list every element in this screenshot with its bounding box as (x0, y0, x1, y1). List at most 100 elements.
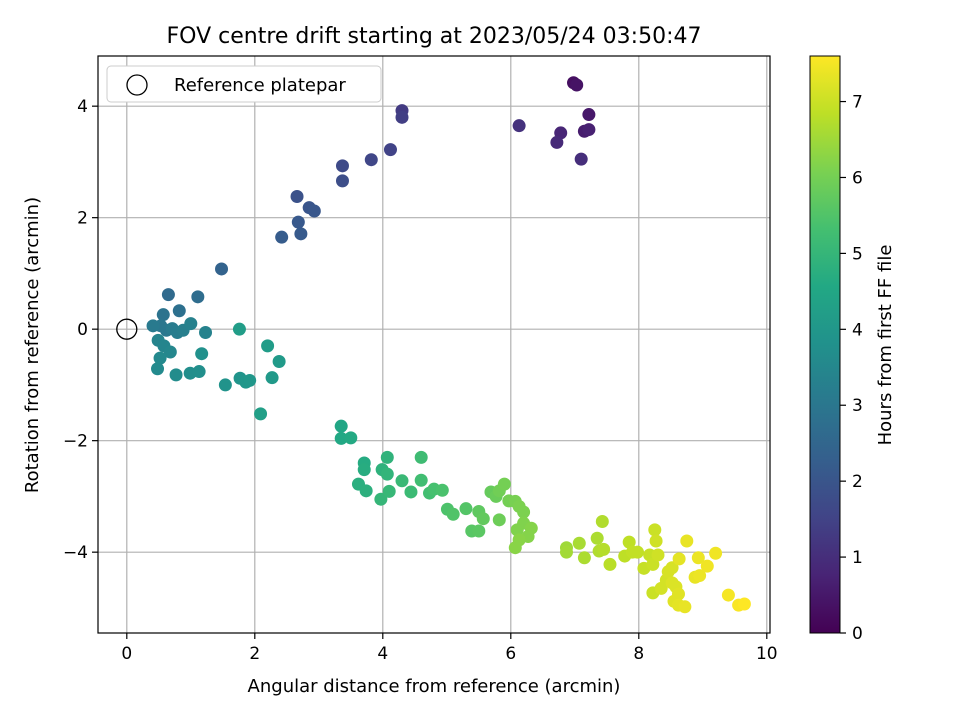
data-point (700, 559, 714, 573)
data-point (156, 308, 170, 322)
data-point (559, 545, 573, 559)
data-point (672, 552, 686, 566)
data-point (570, 78, 584, 92)
data-point (344, 431, 358, 445)
data-point (161, 288, 175, 302)
y-tick-label: 0 (77, 320, 88, 340)
data-point (582, 123, 596, 137)
data-point (446, 507, 460, 521)
colorbar-tick-label: 2 (852, 472, 863, 492)
data-point (383, 143, 397, 157)
grid-lines (98, 56, 770, 633)
plot-frame (97, 55, 771, 634)
data-point (265, 371, 279, 385)
data-point (290, 189, 304, 203)
data-point (574, 152, 588, 166)
legend-reference-marker (126, 74, 148, 96)
data-point (272, 355, 286, 369)
data-point (169, 368, 183, 382)
y-axis-ticks: −4 −2 0 2 4 (63, 97, 98, 563)
data-point (459, 502, 473, 516)
data-point (497, 477, 511, 491)
y-tick-label: 4 (77, 97, 88, 117)
colorbar-tick-label: 0 (852, 624, 863, 644)
chart-title: FOV centre drift starting at 2023/05/24 … (167, 24, 702, 49)
legend-label: Reference platepar (174, 75, 346, 96)
data-point (335, 159, 349, 173)
data-point (582, 108, 596, 122)
data-point (151, 362, 165, 376)
data-point (680, 534, 694, 548)
colorbar-gradient (809, 55, 841, 634)
data-point (678, 600, 692, 614)
data-point (603, 557, 617, 571)
data-point (512, 533, 526, 547)
data-point (691, 551, 705, 565)
data-point (646, 557, 660, 571)
x-tick-label: 0 (121, 644, 132, 664)
data-point (199, 326, 213, 340)
data-point (671, 587, 685, 601)
colorbar-ticks: 0 1 2 3 4 5 6 7 (840, 93, 863, 644)
data-point (472, 524, 486, 538)
data-point (597, 542, 611, 556)
y-tick-label: 2 (77, 209, 88, 229)
data-point (380, 467, 394, 481)
x-tick-label: 4 (377, 644, 388, 664)
data-point (492, 513, 506, 527)
data-point (572, 536, 586, 550)
data-point (335, 174, 349, 188)
x-tick-label: 6 (505, 644, 516, 664)
data-point (218, 378, 232, 392)
x-axis-ticks: 0 2 4 6 8 10 (121, 633, 778, 664)
data-point (334, 419, 348, 433)
data-point (737, 597, 751, 611)
colorbar-tick-label: 5 (852, 244, 863, 264)
data-point (261, 339, 275, 353)
data-point (622, 535, 636, 549)
data-point (364, 153, 378, 167)
data-point (153, 351, 167, 365)
x-tick-label: 2 (249, 644, 260, 664)
reference-platepar-marker (116, 318, 138, 340)
data-point (307, 204, 321, 218)
data-point (374, 492, 388, 506)
data-point (665, 561, 679, 575)
legend-box (106, 65, 382, 103)
x-axis-label: Angular distance from reference (arcmin) (248, 676, 621, 697)
data-point (146, 319, 160, 333)
data-point (550, 135, 564, 149)
data-point (512, 119, 526, 133)
data-point (382, 484, 396, 498)
reference-point (116, 318, 138, 340)
data-point (631, 545, 645, 559)
data-point (254, 407, 268, 421)
y-axis-label: Rotation from reference (arcmin) (22, 197, 43, 493)
data-point (414, 473, 428, 487)
data-point (395, 474, 409, 488)
data-point (163, 345, 177, 359)
colorbar-tick-label: 1 (852, 548, 863, 568)
data-point (435, 483, 449, 497)
data-point (649, 534, 663, 548)
data-point (294, 227, 308, 241)
data-point (195, 347, 209, 361)
data-point (275, 230, 289, 244)
colorbar-tick-label: 4 (852, 320, 863, 340)
data-point (648, 523, 662, 537)
data-point (215, 262, 229, 276)
data-point (595, 515, 609, 529)
data-point (510, 523, 524, 537)
colorbar-label: Hours from first FF file (875, 245, 896, 446)
data-point (184, 317, 198, 331)
data-point (524, 521, 538, 535)
colorbar: 0 1 2 3 4 5 6 7 Hours from first FF file (809, 55, 896, 644)
data-point (590, 531, 604, 545)
data-point (517, 505, 531, 519)
data-point (395, 110, 409, 124)
data-point (357, 463, 371, 477)
y-tick-label: −2 (63, 432, 88, 452)
data-point (404, 485, 418, 499)
data-point (191, 290, 205, 304)
